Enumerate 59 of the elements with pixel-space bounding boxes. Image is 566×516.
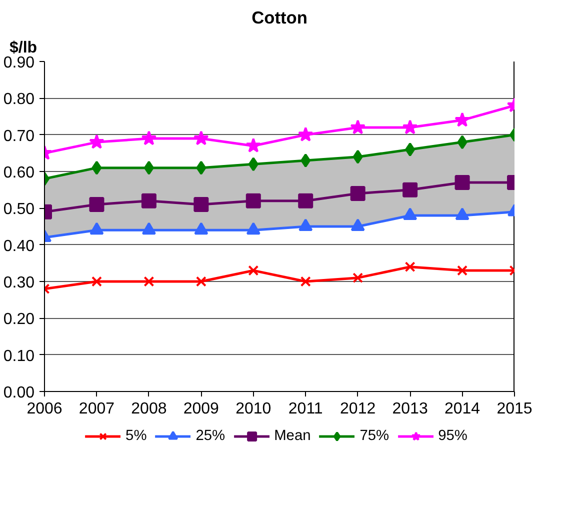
x-tick-label: 2009 (183, 400, 220, 418)
legend-label: Mean (274, 428, 311, 444)
x-tick-label: 2007 (78, 400, 115, 418)
y-tick-label: 0.50 (3, 201, 35, 218)
x-tick-label: 2006 (26, 400, 62, 418)
point (144, 160, 154, 175)
point (248, 157, 258, 172)
legend-label: 25% (196, 428, 226, 444)
point (196, 276, 206, 287)
x-tick-label: 2010 (236, 400, 272, 418)
chart-title: Cotton (252, 8, 308, 28)
y-tick-label: 0.60 (3, 164, 35, 182)
point (300, 276, 311, 287)
point (457, 265, 468, 276)
x-tick-label: 2014 (444, 400, 480, 418)
legend-label: 95% (438, 428, 468, 444)
y-axis-title: $/lb (10, 40, 38, 56)
x-tick-label: 2008 (131, 400, 167, 418)
point (246, 193, 261, 208)
point (405, 142, 416, 156)
legend-label: 5% (126, 428, 147, 444)
x-tick-label: 2012 (340, 400, 376, 418)
point (144, 276, 154, 287)
x-tick-label: 2015 (496, 400, 532, 418)
point (352, 150, 363, 164)
point (141, 193, 156, 208)
point (89, 197, 104, 212)
y-tick-label: 0.00 (3, 384, 35, 402)
point (402, 182, 418, 198)
point (454, 175, 470, 190)
point (92, 160, 102, 175)
point (248, 265, 259, 276)
x-tick-label: 2013 (392, 400, 428, 418)
point (454, 112, 470, 127)
point (194, 197, 209, 212)
y-tick-label: 0.70 (3, 128, 35, 145)
point (404, 262, 416, 272)
x-tick-label: 2011 (288, 400, 323, 418)
point (141, 130, 157, 146)
point (91, 276, 102, 287)
point (194, 130, 209, 146)
point (350, 120, 366, 134)
legend-label: 75% (360, 428, 390, 444)
y-tick-label: 0.20 (3, 311, 35, 328)
y-tick-label: 0.90 (3, 54, 35, 72)
y-tick-label: 0.40 (3, 238, 35, 255)
point (196, 160, 206, 175)
point (300, 154, 311, 168)
y-tick-label: 0.80 (3, 91, 35, 108)
point (246, 138, 262, 152)
point (457, 135, 468, 150)
point (352, 272, 364, 284)
point (89, 134, 104, 149)
point (298, 126, 314, 142)
y-tick-label: 0.10 (3, 348, 35, 365)
y-tick-label: 0.30 (3, 274, 35, 292)
point (298, 193, 314, 208)
point (350, 186, 366, 201)
point (402, 120, 418, 134)
